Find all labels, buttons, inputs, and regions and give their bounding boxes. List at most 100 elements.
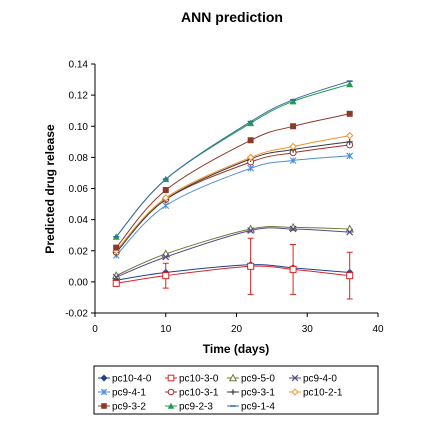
legend-label: pc10-3-0 xyxy=(179,374,219,385)
y-tick-label: 0.08 xyxy=(69,153,89,164)
series-pc10-2-1 xyxy=(112,131,354,255)
legend-swatch-marker xyxy=(167,388,175,396)
series-line xyxy=(115,155,350,256)
legend-label: pc10-4-0 xyxy=(112,374,152,385)
y-tick-label: 0.04 xyxy=(69,215,89,226)
legend-swatch-marker xyxy=(101,403,107,409)
legend-item-pc10-4-0: pc10-4-0 xyxy=(98,374,152,385)
series-pc9-3-2 xyxy=(113,110,353,251)
series-pc9-1-4 xyxy=(113,80,353,238)
y-tick-label: 0.14 xyxy=(69,60,89,71)
data-point xyxy=(246,153,255,162)
legend-swatch-marker xyxy=(291,374,299,382)
series-pc9-4-0 xyxy=(112,225,354,281)
data-point xyxy=(247,119,255,127)
series-line xyxy=(116,226,350,277)
series-pc9-4-1 xyxy=(112,152,354,259)
legend-item-pc9-5-0: pc9-5-0 xyxy=(227,374,275,385)
x-tick-label: 10 xyxy=(160,324,172,335)
data-point xyxy=(346,152,354,160)
series-line xyxy=(115,135,350,252)
series-pc9-3-1 xyxy=(113,138,353,256)
data-point xyxy=(162,202,170,210)
y-axis-label: Predicted drug release xyxy=(43,124,57,254)
x-axis-ticks: 0 10 20 30 40 xyxy=(92,313,384,335)
data-point xyxy=(290,123,297,130)
legend-label: pc9-3-1 xyxy=(241,388,275,399)
series-line xyxy=(115,144,350,253)
legend-label: pc9-2-3 xyxy=(179,402,213,413)
legend-item-pc9-1-4: pc9-1-4 xyxy=(227,402,275,413)
y-tick-label: 0.00 xyxy=(69,277,89,288)
data-point xyxy=(113,244,120,251)
y-tick-label: 0.10 xyxy=(69,122,89,133)
series-line xyxy=(115,80,350,238)
y-tick-label: 0.12 xyxy=(69,91,89,102)
legend-swatch-marker xyxy=(100,374,108,382)
data-point xyxy=(112,273,120,281)
legend-item-pc9-3-2: pc9-3-2 xyxy=(98,402,146,413)
data-point xyxy=(289,142,297,151)
legend-item-pc9-4-0: pc9-4-0 xyxy=(289,374,337,385)
data-point xyxy=(346,80,354,88)
data-point xyxy=(345,131,354,140)
data-point xyxy=(346,272,354,280)
series-pc10-4-0 xyxy=(112,261,354,285)
legend-item-pc9-3-1: pc9-3-1 xyxy=(227,388,275,399)
series-pc10-3-1 xyxy=(112,141,354,256)
x-tick-label: 30 xyxy=(302,324,314,335)
data-point xyxy=(162,194,170,202)
data-point xyxy=(162,187,169,194)
chart-title: ANN prediction xyxy=(181,9,283,25)
data-point xyxy=(346,228,354,236)
legend-label: pc9-5-0 xyxy=(241,374,275,385)
legend-swatch-marker xyxy=(167,402,175,409)
legend-label: pc10-3-1 xyxy=(179,388,219,399)
legend-label: pc9-3-2 xyxy=(112,402,146,413)
legend-label: pc9-4-0 xyxy=(303,374,337,385)
legend-item-pc9-4-1: pc9-4-1 xyxy=(98,388,146,399)
data-point xyxy=(346,138,353,145)
x-tick-label: 20 xyxy=(231,324,243,335)
x-tick-label: 0 xyxy=(92,324,98,335)
data-point xyxy=(289,157,297,164)
legend-swatch-marker xyxy=(100,388,108,396)
data-point xyxy=(247,137,254,144)
legend-label: pc9-1-4 xyxy=(241,402,275,413)
series-line xyxy=(115,141,350,253)
x-tick-label: 40 xyxy=(372,324,384,335)
data-point xyxy=(346,110,353,117)
legend-item-pc10-3-1: pc10-3-1 xyxy=(165,388,219,399)
legend-item-pc10-2-1: pc10-2-1 xyxy=(289,388,343,399)
data-point xyxy=(247,262,255,270)
data-point xyxy=(289,265,297,273)
legend: pc10-4-0 pc10-3-0 pc9-5-0 pc9-4-0 pc9-4-1 pc1… xyxy=(93,365,379,415)
series-line xyxy=(115,113,350,248)
x-axis-label: Time (days) xyxy=(203,342,269,356)
y-tick-label: 0.02 xyxy=(69,246,89,257)
legend-swatch-marker xyxy=(167,374,175,382)
y-tick-label: 0.06 xyxy=(69,184,89,195)
data-point xyxy=(112,279,120,287)
legend-label: pc9-4-1 xyxy=(112,388,146,399)
legend-swatch-marker xyxy=(291,388,299,396)
series-line xyxy=(115,83,350,238)
series-pc10-3-0 xyxy=(112,237,354,300)
y-tick-label: -0.02 xyxy=(65,309,88,320)
legend-item-pc9-2-3: pc9-2-3 xyxy=(165,402,213,413)
legend-swatch-marker xyxy=(228,373,238,382)
legend-swatch-marker xyxy=(230,389,236,395)
legend-label: pc10-2-1 xyxy=(303,388,343,399)
legend-item-pc10-3-0: pc10-3-0 xyxy=(165,374,219,385)
data-point xyxy=(162,253,170,261)
data-point xyxy=(289,97,297,105)
data-point xyxy=(162,272,170,280)
series-pc9-5-0 xyxy=(111,222,355,280)
data-point xyxy=(289,225,297,233)
series-layer xyxy=(111,80,355,300)
y-axis-ticks: -0.02 0.00 0.02 0.04 0.06 0.08 0.10 0.12 0.14 xyxy=(65,60,95,320)
data-point xyxy=(247,227,255,234)
series-pc9-2-3 xyxy=(112,80,354,240)
data-point xyxy=(247,164,255,172)
